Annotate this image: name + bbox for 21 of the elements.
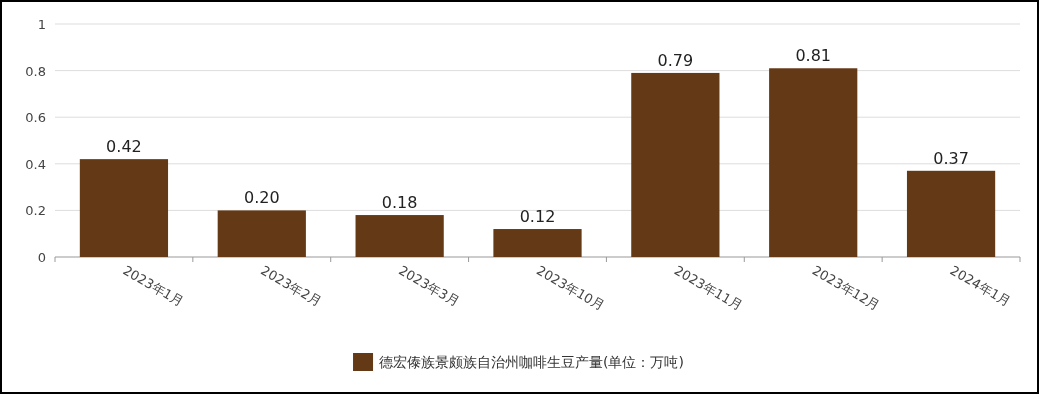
legend-label: 德宏傣族景颇族自治州咖啡生豆产量(单位：万吨)	[379, 354, 684, 370]
y-tick-label: 0.8	[25, 63, 46, 79]
bar	[79, 159, 169, 257]
y-tick-label: 1	[37, 17, 46, 32]
bar	[355, 215, 444, 257]
bar	[631, 72, 720, 257]
bar	[906, 170, 996, 257]
data-label: 0.18	[381, 193, 418, 213]
data-label: 0.42	[106, 137, 142, 157]
y-tick-label: 0.4	[25, 156, 46, 172]
y-tick-label: 0.2	[25, 203, 46, 219]
bar	[493, 229, 582, 257]
data-label: 0.79	[657, 50, 694, 70]
data-label: 0.81	[795, 46, 832, 66]
y-tick-label: 0	[37, 250, 46, 265]
y-tick-label: 0.6	[25, 110, 46, 126]
bar	[217, 210, 306, 257]
data-label: 0.37	[933, 148, 969, 168]
data-label: 0.12	[519, 207, 556, 227]
bar	[769, 68, 858, 257]
data-label: 0.20	[243, 188, 280, 208]
